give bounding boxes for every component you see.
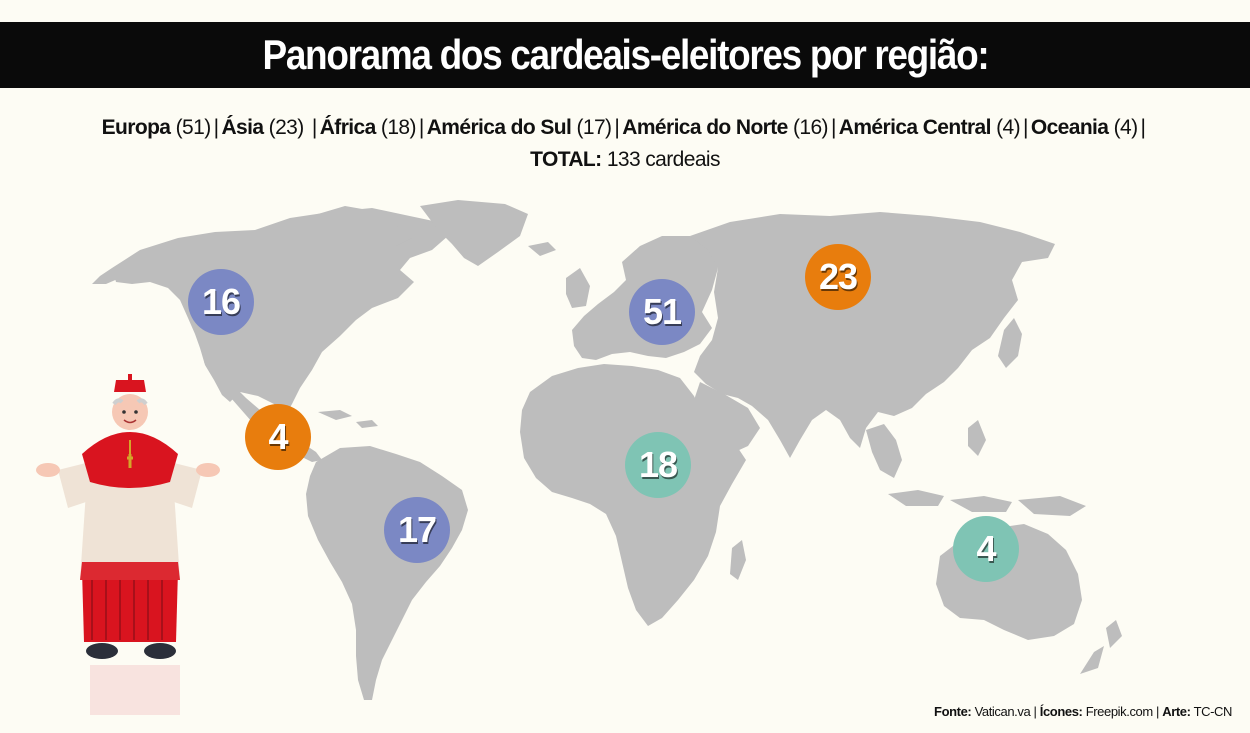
marker-europe: 51 xyxy=(629,279,695,345)
legend-total: TOTAL: 133 cardeais xyxy=(0,148,1250,172)
biretta-tuft xyxy=(128,374,132,381)
marker-asia: 23 xyxy=(805,244,871,310)
new-zealand-landmass xyxy=(1080,620,1122,674)
legend-region-name: África xyxy=(319,116,377,139)
north-america-landmass xyxy=(112,208,448,416)
total-label: TOTAL: xyxy=(530,148,602,171)
surplice-hem xyxy=(80,562,180,580)
pectoral-cross-icon xyxy=(127,454,133,468)
legend-region-name: América do Sul xyxy=(426,116,572,139)
cassock-skirt xyxy=(82,570,178,642)
legend-separator: | xyxy=(311,116,317,139)
legend-separator: | xyxy=(1023,116,1028,139)
philippines-landmass xyxy=(968,420,986,456)
south-america-landmass xyxy=(306,446,468,700)
right-sleeve xyxy=(168,462,202,508)
landmasses xyxy=(92,200,1122,700)
title-bar: Panorama dos cardeais-eleitores por regi… xyxy=(0,22,1250,88)
legend-region-count: (18) xyxy=(380,116,417,139)
japan-landmass xyxy=(998,318,1022,368)
right-eye xyxy=(134,410,138,414)
alaska-landmass xyxy=(92,268,120,284)
africa-landmass xyxy=(520,364,746,626)
icons-value: Freepik.com xyxy=(1085,704,1154,719)
legend-region-count: (4) xyxy=(996,116,1020,139)
caribbean-islands xyxy=(318,410,378,428)
left-shoe xyxy=(86,643,118,659)
britain-landmass xyxy=(566,268,590,308)
right-hand xyxy=(196,463,220,477)
art-label: Arte: xyxy=(1162,704,1191,719)
left-sleeve xyxy=(58,462,92,508)
source-separator: | xyxy=(1156,704,1160,719)
source-credit: Fonte: Vatican.va | Ícones: Freepik.com … xyxy=(934,704,1232,719)
arabia-landmass xyxy=(694,382,760,456)
iceland-landmass xyxy=(528,242,556,256)
biretta-hat xyxy=(114,380,146,392)
marker-value: 17 xyxy=(397,509,437,550)
legend-separator: | xyxy=(213,116,219,139)
source-value: Vatican.va xyxy=(974,704,1031,719)
cardinal-figure xyxy=(36,374,220,715)
page-title: Panorama dos cardeais-eleitores por regi… xyxy=(262,31,989,78)
legend-region-name: Oceania xyxy=(1030,116,1109,139)
marker-south-america: 17 xyxy=(384,497,450,563)
surplice xyxy=(80,462,180,580)
legend-region-count: (23) xyxy=(268,116,305,139)
madagascar-landmass xyxy=(730,540,746,580)
legend-region-count: (4) xyxy=(1113,116,1138,139)
marker-africa: 18 xyxy=(625,432,691,498)
left-eye xyxy=(122,410,126,414)
marker-value: 51 xyxy=(642,291,682,332)
marker-central-america: 4 xyxy=(245,404,311,470)
legend-regions: Europa (51) | Ásia (23) | África (18) | Améri… xyxy=(0,116,1250,140)
asia-landmass xyxy=(690,212,1055,458)
legend-region-count: (16) xyxy=(792,116,829,139)
left-hand xyxy=(36,463,60,477)
art-value: TC-CN xyxy=(1193,704,1233,719)
legend-region-count: (17) xyxy=(576,116,612,139)
total-value: 133 cardeais xyxy=(606,148,721,171)
legend-region-name: Europa xyxy=(101,116,171,139)
southeast-asia-landmass xyxy=(866,424,902,478)
legend-region-count: (51) xyxy=(175,116,212,139)
cardinal-illustration xyxy=(36,374,220,715)
floor-reflection xyxy=(90,665,180,715)
marker-value: 23 xyxy=(818,256,858,297)
marker-value: 4 xyxy=(976,528,996,569)
marker-value: 18 xyxy=(638,444,678,485)
hair xyxy=(112,398,148,406)
legend-separator: | xyxy=(1140,116,1146,139)
marker-value: 16 xyxy=(201,281,241,322)
greenland-landmass xyxy=(420,200,528,266)
legend-separator: | xyxy=(418,116,424,139)
source-label: Fonte: xyxy=(934,704,972,719)
arctic-islands-landmass xyxy=(318,206,412,246)
legend-separator: | xyxy=(614,116,620,139)
marker-oceania: 4 xyxy=(953,516,1019,582)
cassock-pleats xyxy=(91,580,163,640)
source-separator: | xyxy=(1033,704,1037,719)
legend-region-name: Ásia xyxy=(221,116,264,139)
legend-separator: | xyxy=(830,116,836,139)
right-shoe xyxy=(144,643,176,659)
smile xyxy=(123,419,137,424)
marker-value: 4 xyxy=(268,416,288,457)
icons-label: Ícones: xyxy=(1039,704,1083,719)
indonesia-islands xyxy=(888,490,1086,516)
legend-region-name: América Central xyxy=(838,116,992,139)
marker-north-america: 16 xyxy=(188,269,254,335)
legend-region-name: América do Norte xyxy=(622,116,788,139)
